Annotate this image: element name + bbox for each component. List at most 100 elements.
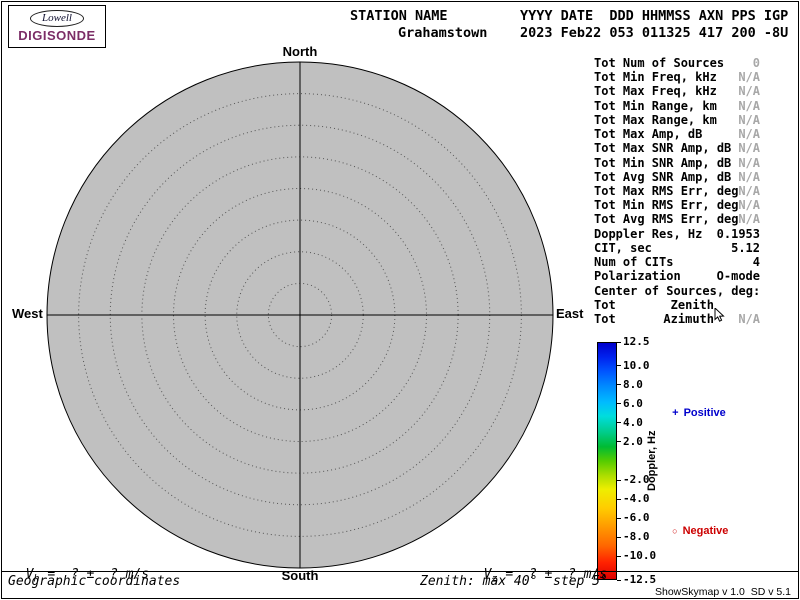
stats-row: Tot Max Freq, kHz N/A [594,84,760,98]
compass-west-label: West [12,306,43,321]
stat-label: Center of Sources, deg: [594,283,761,298]
vh-symbol: V [25,567,34,582]
stats-row: Tot Min Freq, kHz N/A [594,70,760,84]
stat-value: N/A [738,70,760,85]
stats-row: Center of Sources, deg: [594,284,760,298]
plus-icon: + [672,407,679,419]
colorbar-tick-mark [617,479,621,481]
vertical-velocity-readout: Vz = ? ± ? m/s [468,552,607,585]
stat-label: Tot Max Range, km [594,112,717,127]
stat-value: N/A [738,127,760,142]
stats-row: Tot Max Amp, dB N/A [594,127,760,141]
doppler-colorbar [597,342,617,580]
stat-label: Tot Min Range, km [594,98,717,113]
stat-value: N/A [738,311,760,326]
colorbar-tick-mark [617,498,621,500]
stats-row: Tot Min SNR Amp, dB N/A [594,156,760,170]
stat-label: Tot Max RMS Err, deg [594,183,739,198]
stats-row: Tot Azimuth N/A [594,312,760,326]
positive-label: Positive [683,407,726,419]
stat-label: Tot Avg SNR Amp, dB [594,169,732,184]
stat-value: 4 [752,255,760,270]
vz-value: = ? ± ? m/s [497,567,608,582]
colorbar-tick-label: 12.5 [623,335,650,348]
stat-label: Tot Avg RMS Err, deg [594,212,739,227]
stats-row: Tot Min Range, km N/A [594,99,760,113]
colorbar-tick-label: -8.0 [623,530,650,544]
horizontal-velocity-readout: Vh = ? ± ? m/s [10,552,149,585]
stats-row: Tot Max RMS Err, deg N/A [594,184,760,198]
stat-label: Tot [594,297,616,312]
stats-row: Tot Num of Sources 0 [594,56,760,70]
zenith-range-label: Zenith: max 40° step 5° [420,574,608,589]
stat-value: N/A [738,141,760,156]
colorbar-tick-label: -10.0 [623,549,657,563]
colorbar-tick-label: -4.0 [623,492,650,506]
stat-value: N/A [738,212,760,227]
colorbar-tick-label: -12.5 [623,573,657,586]
stat-label: Tot [594,311,616,326]
colorbar-tick-label: 8.0 [623,377,643,391]
stat-value: N/A [738,183,760,198]
colorbar-tick-label: -2.0 [623,473,650,487]
stat-label: Tot Max SNR Amp, dB [594,141,732,156]
stats-row: Tot Avg SNR Amp, dB N/A [594,170,760,184]
colorbar-tick-mark [617,341,621,343]
colorbar-tick-label: 2.0 [623,434,643,448]
stats-row: Tot Max SNR Amp, dB N/A [594,141,760,155]
stats-row: Tot Avg RMS Err, deg N/A [594,212,760,226]
stats-row: Tot Min RMS Err, deg N/A [594,198,760,212]
stat-label: Polarization [594,269,681,284]
stat-label: Doppler Res, Hz [594,226,703,241]
digisonde-logo: Lowell DIGISONDE [8,5,106,48]
circle-icon: ○ [672,526,678,536]
stat-label: Tot Min RMS Err, deg [594,198,739,213]
stat-value: 5.12 [731,240,760,255]
colorbar-title: Doppler, Hz [646,430,658,492]
header-columns-values: 2023 Feb22 053 011325 417 200 -8U [520,25,789,41]
stat-label: Tot Max Amp, dB [594,127,703,142]
stat-label: CIT, sec [594,240,652,255]
colorbar-tick-label: 6.0 [623,396,643,410]
skymap-plot [46,61,554,569]
stat-label: Tot Max Freq, kHz [594,84,717,99]
stats-row: Doppler Res, Hz 0.1953 [594,227,760,241]
stat-value: O-mode [716,269,760,284]
stat-value: N/A [738,155,760,170]
stat-value: N/A [738,84,760,99]
stat-label: Tot Num of Sources [594,56,725,70]
lowell-oval-badge: Lowell [30,10,84,27]
vz-subscript: z [491,573,498,585]
vh-value: = ? ± ? m/s [39,567,150,582]
colorbar-tick-mark [617,422,621,424]
stat-value: N/A [738,98,760,113]
lowell-text: Lowell [42,12,72,24]
colorbar-tick-label: -6.0 [623,511,650,525]
stat-value: N/A [738,198,760,213]
stat-label: Tot Min SNR Amp, dB [594,155,732,170]
stat-value: N/A [738,169,760,184]
colorbar-tick-mark [617,579,621,581]
stat-value: 0 [752,56,760,70]
stat-value: N/A [738,112,760,127]
colorbar-tick-label: 10.0 [623,358,650,372]
stats-row: CIT, sec 5.12 [594,241,760,255]
colorbar-tick-mark [617,517,621,519]
mouse-cursor-icon [714,306,725,326]
colorbar-tick-mark [617,403,621,405]
colorbar-tick-mark [617,384,621,386]
footer-divider [2,571,798,572]
colorbar-tick-mark [617,365,621,367]
stats-row: Num of CITs 4 [594,255,760,269]
coordinates-mode-label: Geographic coordinates [8,574,181,589]
colorbar-tick-label: 4.0 [623,415,643,429]
header-station-name: Grahamstown [398,25,488,41]
stats-row: Polarization O-mode [594,269,760,283]
stat-value: 0.1953 [716,226,760,241]
stat-label: Tot Min Freq, kHz [594,70,717,85]
compass-east-label: East [556,306,584,321]
compass-north-label: North [282,44,318,59]
digisonde-text: DIGISONDE [18,28,96,43]
colorbar-tick-mark [617,555,621,557]
header-station-label: STATION NAME [350,8,448,24]
